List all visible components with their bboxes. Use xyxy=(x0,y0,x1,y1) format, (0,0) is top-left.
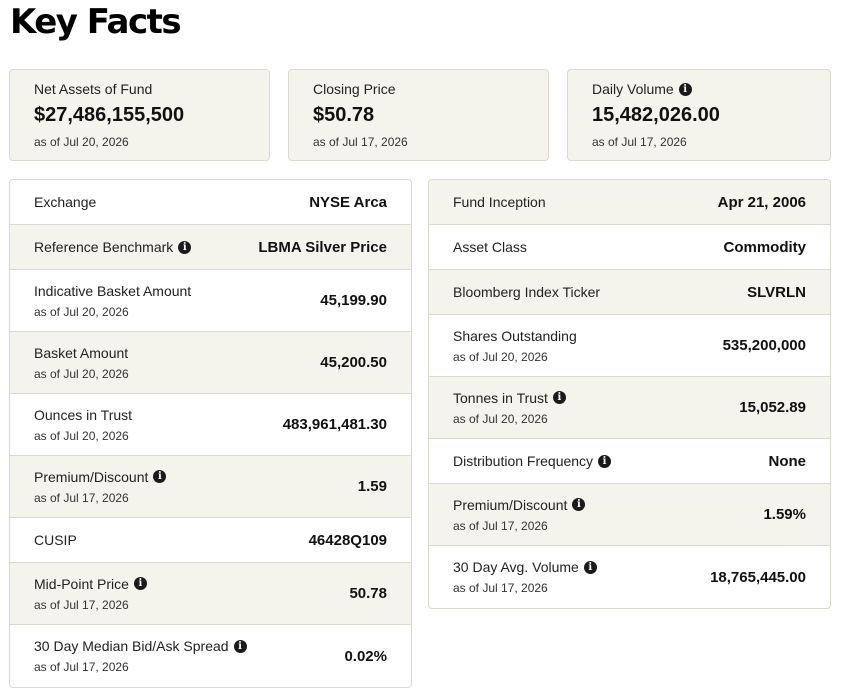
row-label: Mid-Point Price xyxy=(34,575,129,592)
row-asof: as of Jul 17, 2026 xyxy=(34,490,129,505)
row-label: 30 Day Median Bid/Ask Spread xyxy=(34,638,229,654)
row-value: 46428Q109 xyxy=(308,531,387,549)
row-value: 1.59 xyxy=(357,478,387,495)
row-label: 30 Day Avg. Volume xyxy=(453,559,579,575)
row-asof: as of Jul 20, 2026 xyxy=(34,366,129,381)
card-asof: as of Jul 20, 2026 xyxy=(34,135,129,149)
card-asof: as of Jul 17, 2026 xyxy=(592,135,687,149)
row-asof: as of Jul 17, 2026 xyxy=(453,518,548,533)
table-row: Tonnes in Trust i as of Jul 20, 2026 15,05… xyxy=(429,377,830,439)
card-value: $50.78 xyxy=(313,104,375,126)
summary-cards: Net Assets of Fund $27,486,155,500 as of… xyxy=(9,69,831,163)
row-label: Distribution Frequency xyxy=(453,453,594,469)
row-value: Apr 21, 2006 xyxy=(717,193,806,211)
info-icon[interactable]: i xyxy=(178,240,192,254)
table-row: 30 Day Avg. Volume i as of Jul 17, 2026 18… xyxy=(429,546,830,608)
row-value: 1.59% xyxy=(763,506,806,523)
info-icon[interactable]: i xyxy=(678,82,692,96)
row-value: 483,961,481.30 xyxy=(282,416,387,433)
row-label-wrap: 30 Day Median Bid/Ask Spread i xyxy=(34,638,247,654)
row-label: Reference Benchmark xyxy=(34,239,174,255)
page-title: Key Facts xyxy=(10,2,182,42)
info-icon[interactable]: i xyxy=(598,454,612,468)
row-asof: as of Jul 20, 2026 xyxy=(34,304,129,319)
row-label: Ounces in Trust xyxy=(34,406,133,423)
card-net-assets: Net Assets of Fund $27,486,155,500 as of… xyxy=(9,69,270,161)
row-label: Shares Outstanding xyxy=(453,327,577,344)
row-value: 45,200.50 xyxy=(320,354,387,371)
table-row: Premium/Discount i as of Jul 17, 2026 1.59… xyxy=(429,484,830,546)
table-row: CUSIP 46428Q109 xyxy=(10,518,411,563)
table-row: Bloomberg Index Ticker SLVRLN xyxy=(429,270,830,315)
row-label: Tonnes in Trust xyxy=(453,389,548,406)
table-row: Reference Benchmark i LBMA Silver Price xyxy=(10,225,411,270)
row-value: SLVRLN xyxy=(747,283,806,301)
info-icon[interactable]: i xyxy=(583,560,597,574)
row-label: Premium/Discount xyxy=(34,468,149,485)
row-label: Fund Inception xyxy=(453,194,546,210)
row-asof: as of Jul 20, 2026 xyxy=(453,411,548,426)
table-row: Premium/Discount i as of Jul 17, 2026 1.59 xyxy=(10,456,411,518)
row-asof: as of Jul 17, 2026 xyxy=(453,581,548,595)
row-asof: as of Jul 17, 2026 xyxy=(34,597,129,612)
row-label: Premium/Discount xyxy=(453,496,568,513)
table-row: Shares Outstanding as of Jul 20, 2026 535… xyxy=(429,315,830,377)
info-icon[interactable]: i xyxy=(233,639,247,653)
row-label: Asset Class xyxy=(453,239,527,255)
row-value: 15,052.89 xyxy=(739,399,806,416)
row-asof: as of Jul 20, 2026 xyxy=(453,349,548,364)
table-row: Indicative Basket Amount as of Jul 20, 20… xyxy=(10,270,411,332)
table-row: Mid-Point Price i as of Jul 17, 2026 50.78 xyxy=(10,563,411,625)
row-value: LBMA Silver Price xyxy=(258,238,387,256)
row-value: 535,200,000 xyxy=(722,337,806,354)
row-label-wrap: Premium/Discount i xyxy=(34,468,167,485)
row-label-wrap: Distribution Frequency i xyxy=(453,453,612,469)
card-label: Closing Price xyxy=(313,81,396,97)
row-value: 45,199.90 xyxy=(320,292,387,309)
table-row: Fund Inception Apr 21, 2006 xyxy=(429,180,830,225)
card-asof: as of Jul 17, 2026 xyxy=(313,135,408,149)
row-asof: as of Jul 17, 2026 xyxy=(34,660,129,674)
row-label: Indicative Basket Amount xyxy=(34,282,192,299)
row-label: Exchange xyxy=(34,194,97,210)
right-facts-table: Fund Inception Apr 21, 2006 Asset Class … xyxy=(428,179,831,609)
table-row: Ounces in Trust as of Jul 20, 2026 483,96… xyxy=(10,394,411,456)
info-icon[interactable]: i xyxy=(552,391,566,404)
info-icon[interactable]: i xyxy=(133,577,147,590)
row-asof: as of Jul 20, 2026 xyxy=(34,428,129,443)
row-label: CUSIP xyxy=(34,532,77,548)
row-label: Bloomberg Index Ticker xyxy=(453,284,601,300)
row-label-wrap: Reference Benchmark i xyxy=(34,239,192,255)
row-label-wrap: Tonnes in Trust i xyxy=(453,390,566,406)
card-value: $27,486,155,500 xyxy=(34,104,185,126)
row-label-wrap: Mid-Point Price i xyxy=(34,576,147,592)
table-row: 30 Day Median Bid/Ask Spread i as of Jul 1… xyxy=(10,625,411,687)
info-icon[interactable]: i xyxy=(572,498,586,511)
card-label: Daily Volume xyxy=(592,81,674,97)
row-value: Commodity xyxy=(723,238,807,256)
row-value: 50.78 xyxy=(349,585,387,602)
row-value: 18,765,445.00 xyxy=(710,568,806,586)
card-label-wrap: Daily Volume i xyxy=(592,81,806,97)
row-label-wrap: Premium/Discount i xyxy=(453,496,586,513)
row-value: None xyxy=(768,452,807,470)
table-row: Distribution Frequency i None xyxy=(429,439,830,484)
row-label-wrap: 30 Day Avg. Volume i xyxy=(453,559,597,575)
card-value: 15,482,026.00 xyxy=(592,104,720,126)
table-row: Asset Class Commodity xyxy=(429,225,830,270)
row-value: NYSE Arca xyxy=(309,193,387,211)
left-facts-table: Exchange NYSE Arca Reference Benchmark i … xyxy=(9,179,412,688)
card-closing-price: Closing Price $50.78 as of Jul 17, 2026 xyxy=(288,69,549,161)
info-icon[interactable]: i xyxy=(153,470,167,483)
table-row: Exchange NYSE Arca xyxy=(10,180,411,225)
card-label: Net Assets of Fund xyxy=(34,81,153,97)
row-value: 0.02% xyxy=(344,647,387,665)
table-row: Basket Amount as of Jul 20, 2026 45,200.5… xyxy=(10,332,411,394)
card-daily-volume: Daily Volume i 15,482,026.00 as of Jul 1… xyxy=(567,69,831,161)
row-label: Basket Amount xyxy=(34,344,129,361)
